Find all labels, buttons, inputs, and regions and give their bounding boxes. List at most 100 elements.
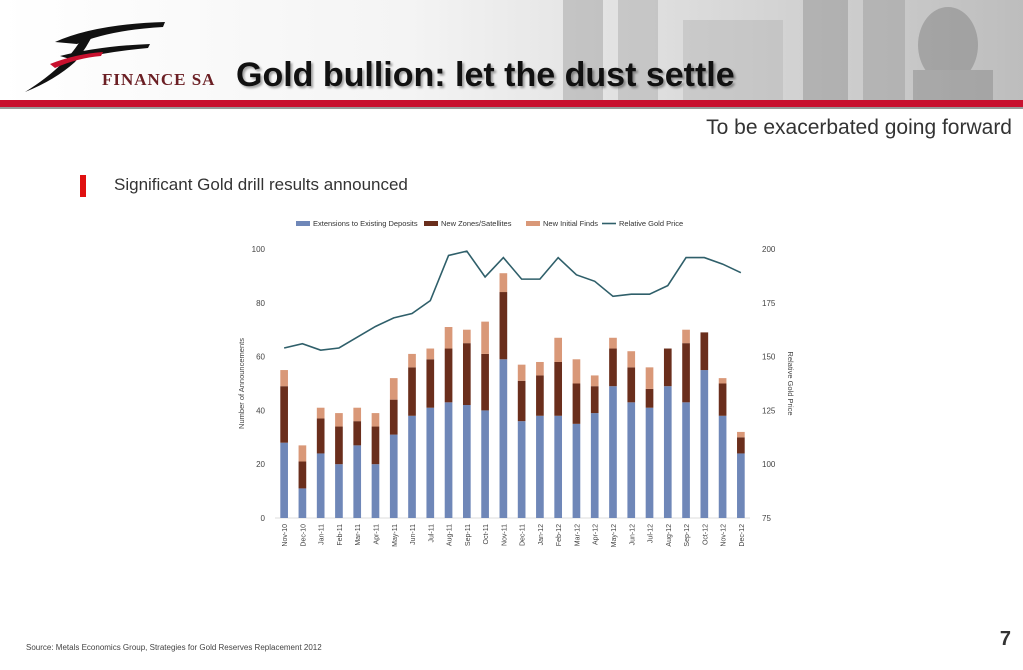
x-tick-label-10: Sep-11 (465, 524, 472, 546)
y2-tick-label-2: 125 (762, 406, 776, 415)
bar-0-6 (389, 434, 398, 518)
bar-1-7 (408, 367, 416, 416)
legend-swatch-1 (424, 221, 438, 226)
bar-2-0 (280, 370, 288, 387)
legend-label-2: New Initial Finds (543, 219, 598, 228)
bar-1-12 (499, 292, 508, 360)
header-grey-line (0, 107, 1023, 109)
bar-0-5 (371, 464, 380, 518)
bar-0-19 (627, 402, 636, 518)
bar-1-2 (316, 418, 325, 454)
bar-0-18 (609, 386, 617, 518)
x-tick-label-8: Jul-11 (428, 524, 435, 543)
x-tick-label-18: May-12 (611, 524, 618, 547)
bar-0-25 (737, 453, 745, 518)
x-tick-label-4: Mar-11 (355, 524, 362, 546)
y2-tick-label-5: 200 (762, 245, 776, 254)
x-tick-label-24: Nov-12 (721, 524, 728, 547)
bar-1-10 (462, 343, 471, 406)
y-tick-label-5: 100 (252, 245, 266, 254)
bar-2-9 (444, 327, 453, 349)
bar-0-14 (536, 415, 544, 518)
bar-2-17 (590, 375, 599, 387)
page-subtitle: To be exacerbated going forward (706, 116, 1012, 139)
x-tick-label-25: Dec-12 (739, 524, 746, 547)
y-tick-label-2: 40 (256, 406, 265, 415)
bar-0-3 (335, 464, 343, 518)
bar-0-8 (426, 407, 435, 518)
y2-tick-label-0: 75 (762, 514, 771, 523)
y2-tick-label-4: 175 (762, 299, 776, 308)
x-tick-label-0: Nov-10 (282, 524, 289, 547)
bar-1-15 (554, 361, 563, 416)
bar-1-0 (280, 386, 288, 443)
bar-2-3 (335, 413, 343, 427)
bar-1-18 (609, 348, 617, 387)
bar-0-17 (590, 413, 599, 518)
bar-2-15 (554, 337, 563, 362)
bar-1-17 (590, 386, 599, 414)
bar-2-19 (627, 351, 636, 368)
bar-0-4 (353, 445, 362, 518)
bar-0-10 (462, 405, 471, 518)
bar-2-4 (353, 407, 362, 422)
bar-2-12 (499, 273, 508, 293)
logo-text: FINANCE SA (102, 70, 216, 89)
legend-label-0: Extensions to Existing Deposits (313, 219, 418, 228)
bar-1-16 (572, 383, 581, 424)
x-tick-label-22: Sep-12 (684, 524, 691, 547)
bar-0-22 (682, 402, 690, 518)
bar-1-6 (389, 399, 398, 435)
chart-svg: 0 20 40 60 80 100 75 100 125 150 175 200 Number of A… (237, 219, 795, 547)
bar-2-18 (609, 337, 617, 349)
bar-1-1 (298, 461, 307, 489)
header-banner (0, 0, 1023, 108)
bar-2-25 (737, 431, 745, 438)
bullet-marker (80, 175, 86, 197)
bar-1-11 (481, 353, 489, 411)
x-tick-label-12: Nov-11 (501, 524, 508, 546)
source-note: Source: Metals Economics Group, Strategi… (26, 643, 322, 652)
finance-sa-logo (15, 14, 215, 96)
gold-price-line (283, 250, 742, 351)
header-red-line (0, 100, 1023, 107)
x-tick-label-5: Apr-11 (373, 524, 380, 545)
x-tick-label-3: Feb-11 (337, 524, 344, 546)
legend-swatch-2 (526, 221, 540, 226)
y-tick-label-4: 80 (256, 299, 265, 308)
bar-1-24 (718, 383, 727, 416)
bar-0-9 (444, 402, 453, 518)
x-tick-label-13: Dec-11 (520, 524, 527, 546)
bar-1-13 (517, 380, 526, 422)
bar-1-21 (663, 348, 672, 387)
y-tick-label-0: 0 (261, 514, 266, 523)
bar-0-2 (316, 453, 325, 518)
y-tick-label-1: 20 (256, 460, 265, 469)
legend-label-3: Relative Gold Price (619, 219, 683, 228)
bar-0-20 (645, 407, 654, 518)
x-tick-label-11: Oct-11 (483, 524, 490, 545)
bullet-text: Significant Gold drill results announced (114, 175, 408, 194)
bar-2-7 (408, 353, 416, 368)
x-tick-label-20: Jul-12 (648, 524, 655, 543)
bar-0-23 (700, 370, 709, 518)
x-tick-label-9: Aug-11 (447, 524, 454, 546)
bar-2-6 (389, 378, 398, 400)
bar-2-8 (426, 348, 435, 360)
bar-0-1 (298, 488, 307, 518)
page-title: Gold bullion: let the dust settle (236, 56, 735, 94)
x-tick-label-14: Jan-12 (538, 524, 545, 546)
bar-1-8 (426, 359, 435, 408)
x-tick-label-15: Feb-12 (556, 524, 563, 546)
y2-tick-label-3: 150 (762, 353, 776, 362)
bar-2-16 (572, 359, 581, 384)
x-tick-label-17: Apr-12 (593, 524, 600, 545)
bar-1-4 (353, 421, 362, 446)
bar-2-11 (481, 321, 489, 354)
bar-0-15 (554, 415, 563, 518)
x-tick-label-23: Oct-12 (702, 524, 709, 545)
bar-1-25 (737, 437, 745, 454)
bar-2-14 (536, 361, 544, 376)
bar-0-13 (517, 421, 526, 518)
bar-0-7 (408, 415, 416, 518)
